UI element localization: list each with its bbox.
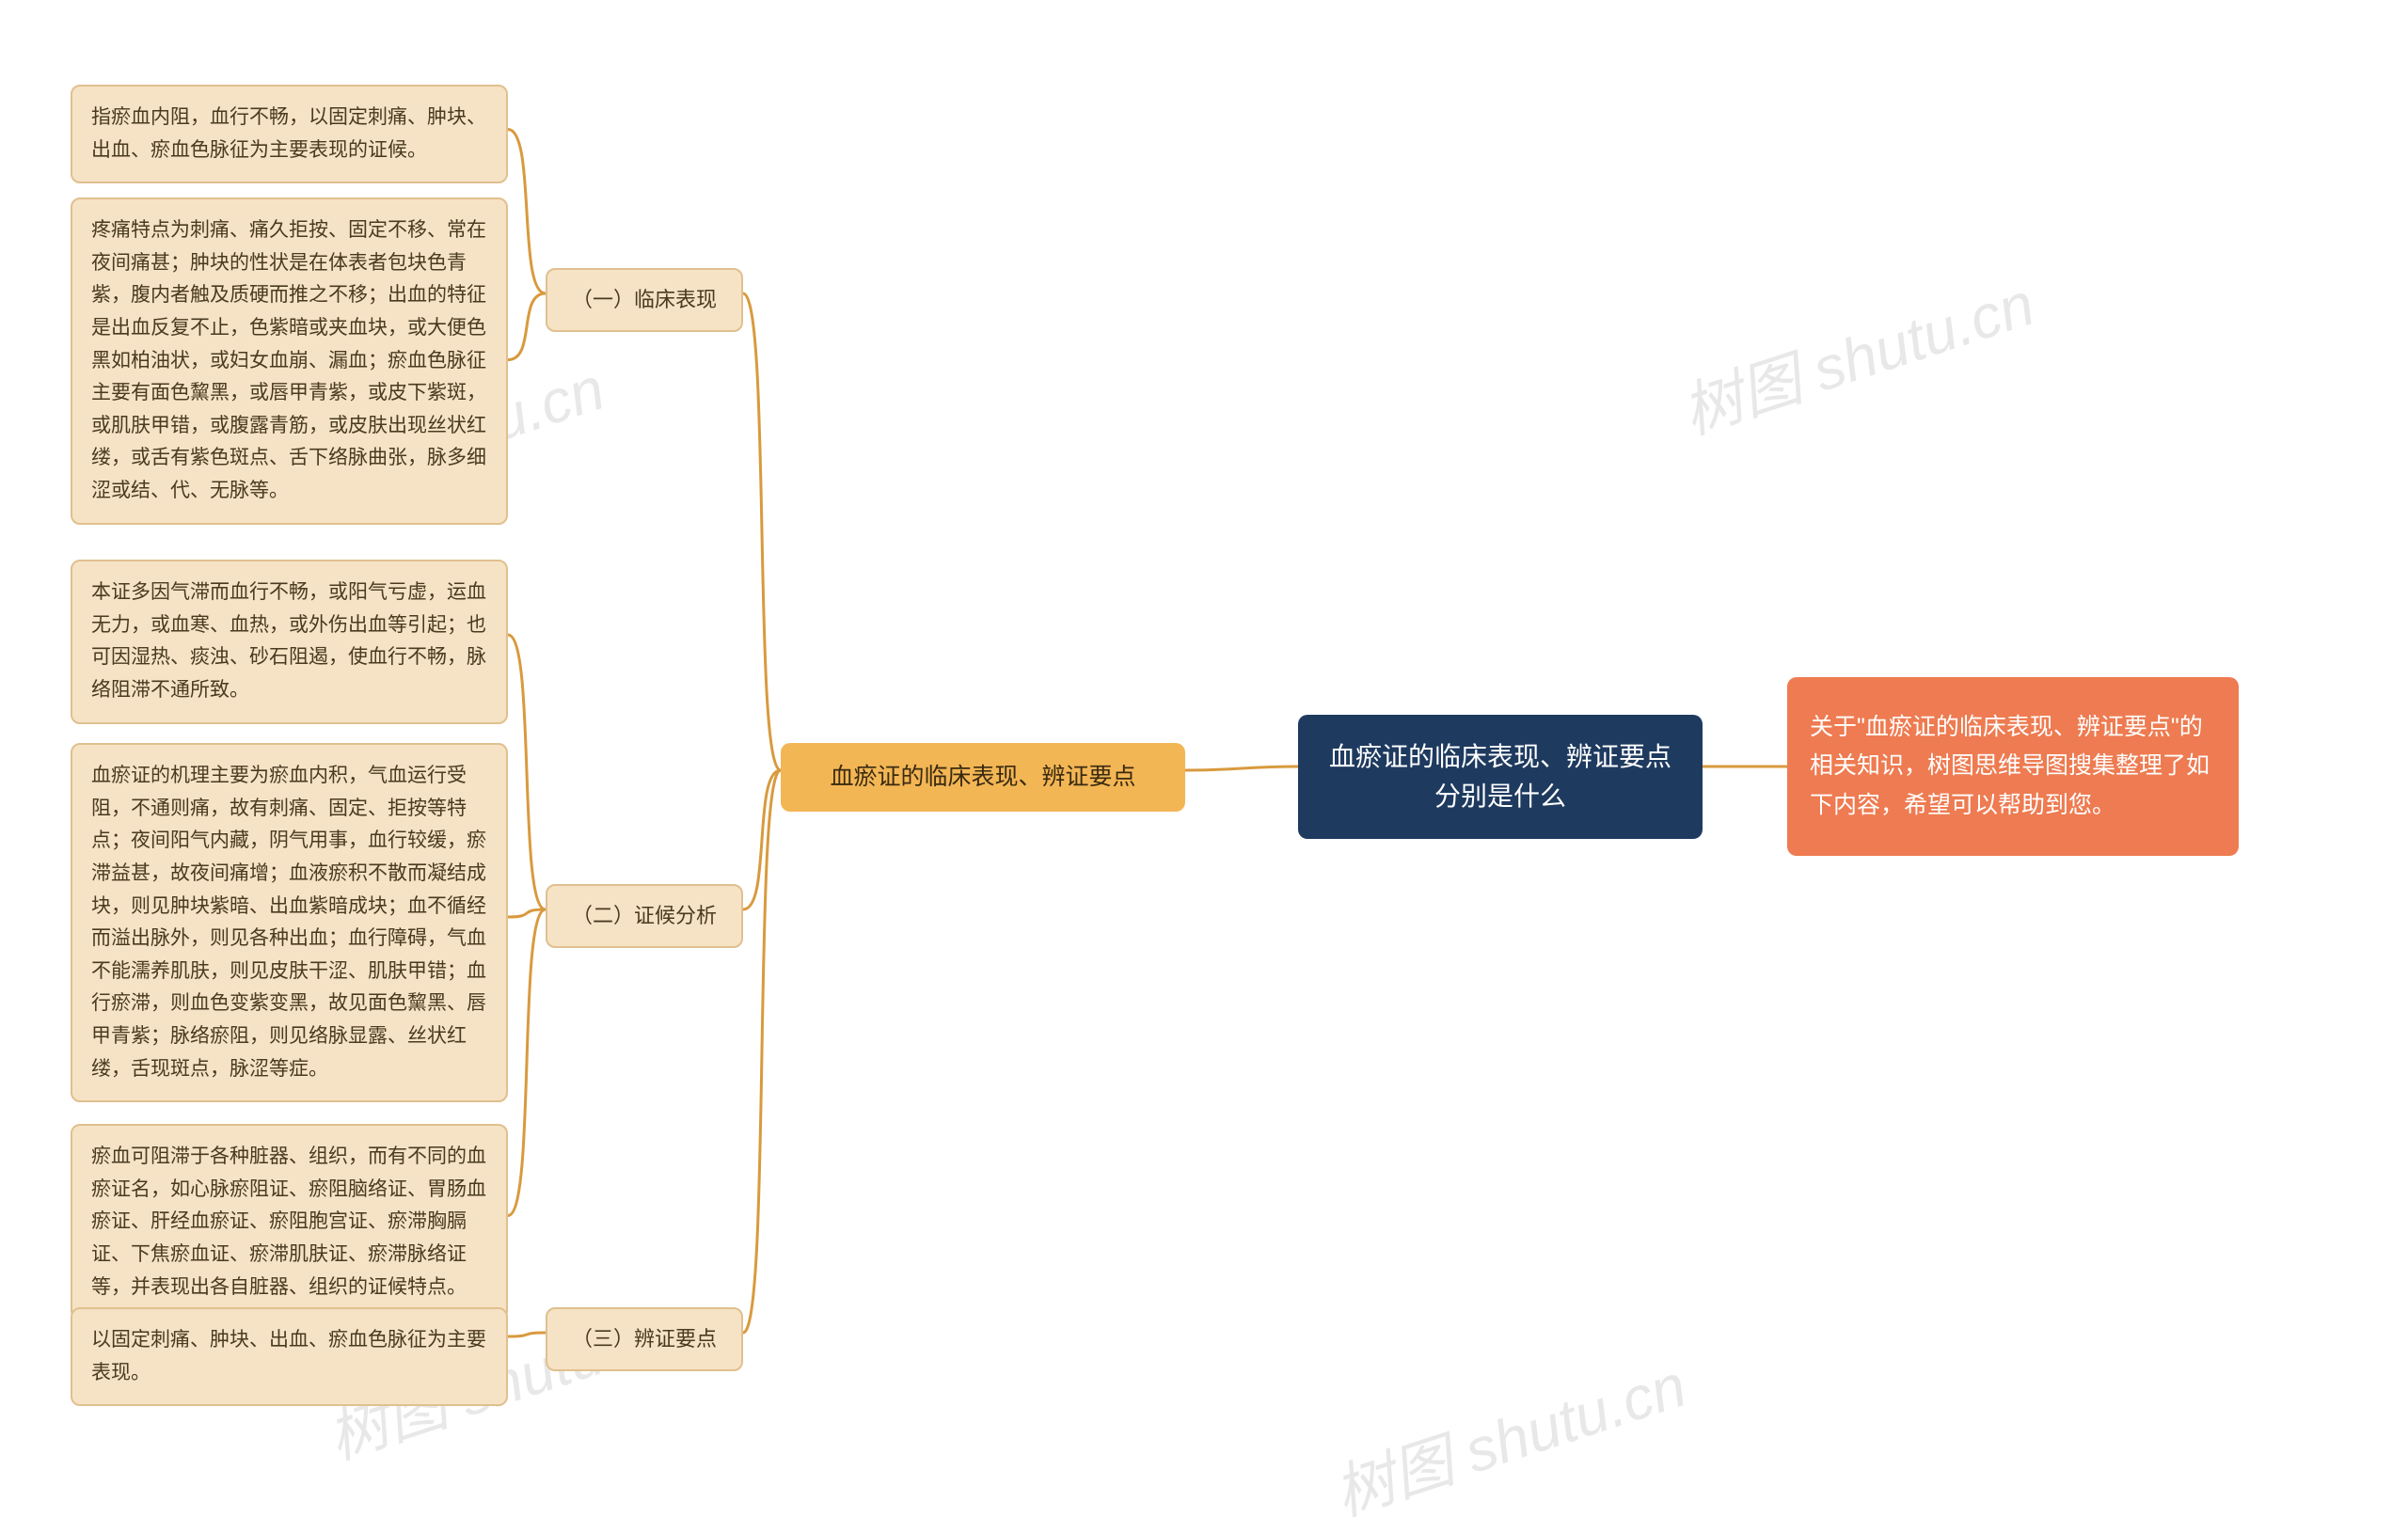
leaf-text: 本证多因气滞而血行不畅，或阳气亏虚，运血无力，或血寒、血热，或外伤出血等引起；也… bbox=[91, 577, 487, 707]
topic-label: 血瘀证的临床表现、辨证要点 bbox=[830, 758, 1135, 797]
intro-text: 关于"血瘀证的临床表现、辨证要点"的相关知识，树图思维导图搜集整理了如下内容，希… bbox=[1810, 708, 2216, 825]
section-label: （二）证候分析 bbox=[572, 899, 717, 933]
watermark: 树图 shutu.cn bbox=[1322, 1337, 1695, 1532]
leaf-text: 以固定刺痛、肿块、出血、瘀血色脉征为主要表现。 bbox=[91, 1324, 487, 1389]
leaf-text: 疼痛特点为刺痛、痛久拒按、固定不移、常在夜间痛甚；肿块的性状是在体表者包块色青紫… bbox=[91, 214, 487, 508]
section-keypoints[interactable]: （三）辨证要点 bbox=[546, 1307, 743, 1371]
section-analysis[interactable]: （二）证候分析 bbox=[546, 884, 743, 948]
leaf-node[interactable]: 血瘀证的机理主要为瘀血内积，气血运行受阻，不通则痛，故有刺痛、固定、拒按等特点；… bbox=[71, 743, 508, 1102]
section-clinical[interactable]: （一）临床表现 bbox=[546, 268, 743, 332]
leaf-node[interactable]: 本证多因气滞而血行不畅，或阳气亏虚，运血无力，或血寒、血热，或外伤出血等引起；也… bbox=[71, 560, 508, 724]
leaf-node[interactable]: 指瘀血内阻，血行不畅，以固定刺痛、肿块、出血、瘀血色脉征为主要表现的证候。 bbox=[71, 85, 508, 183]
leaf-text: 瘀血可阻滞于各种脏器、组织，而有不同的血瘀证名，如心脉瘀阻证、瘀阻脑络证、胃肠血… bbox=[91, 1141, 487, 1304]
root-node[interactable]: 血瘀证的临床表现、辨证要点分别是什么 bbox=[1298, 715, 1703, 839]
root-label: 血瘀证的临床表现、辨证要点分别是什么 bbox=[1324, 737, 1676, 816]
intro-node[interactable]: 关于"血瘀证的临床表现、辨证要点"的相关知识，树图思维导图搜集整理了如下内容，希… bbox=[1787, 677, 2239, 856]
leaf-text: 血瘀证的机理主要为瘀血内积，气血运行受阻，不通则痛，故有刺痛、固定、拒按等特点；… bbox=[91, 760, 487, 1085]
section-label: （三）辨证要点 bbox=[572, 1322, 717, 1356]
leaf-node[interactable]: 以固定刺痛、肿块、出血、瘀血色脉征为主要表现。 bbox=[71, 1307, 508, 1406]
topic-node[interactable]: 血瘀证的临床表现、辨证要点 bbox=[781, 743, 1185, 812]
watermark: 树图 shutu.cn bbox=[1670, 256, 2043, 450]
leaf-node[interactable]: 瘀血可阻滞于各种脏器、组织，而有不同的血瘀证名，如心脉瘀阻证、瘀阻脑络证、胃肠血… bbox=[71, 1124, 508, 1320]
mindmap-canvas: 树图 shutu.cn 树图 shutu.cn 树图 shutu.cn 树图 s… bbox=[0, 0, 2408, 1509]
section-label: （一）临床表现 bbox=[572, 283, 717, 317]
leaf-text: 指瘀血内阻，血行不畅，以固定刺痛、肿块、出血、瘀血色脉征为主要表现的证候。 bbox=[91, 102, 487, 166]
leaf-node[interactable]: 疼痛特点为刺痛、痛久拒按、固定不移、常在夜间痛甚；肿块的性状是在体表者包块色青紫… bbox=[71, 198, 508, 525]
